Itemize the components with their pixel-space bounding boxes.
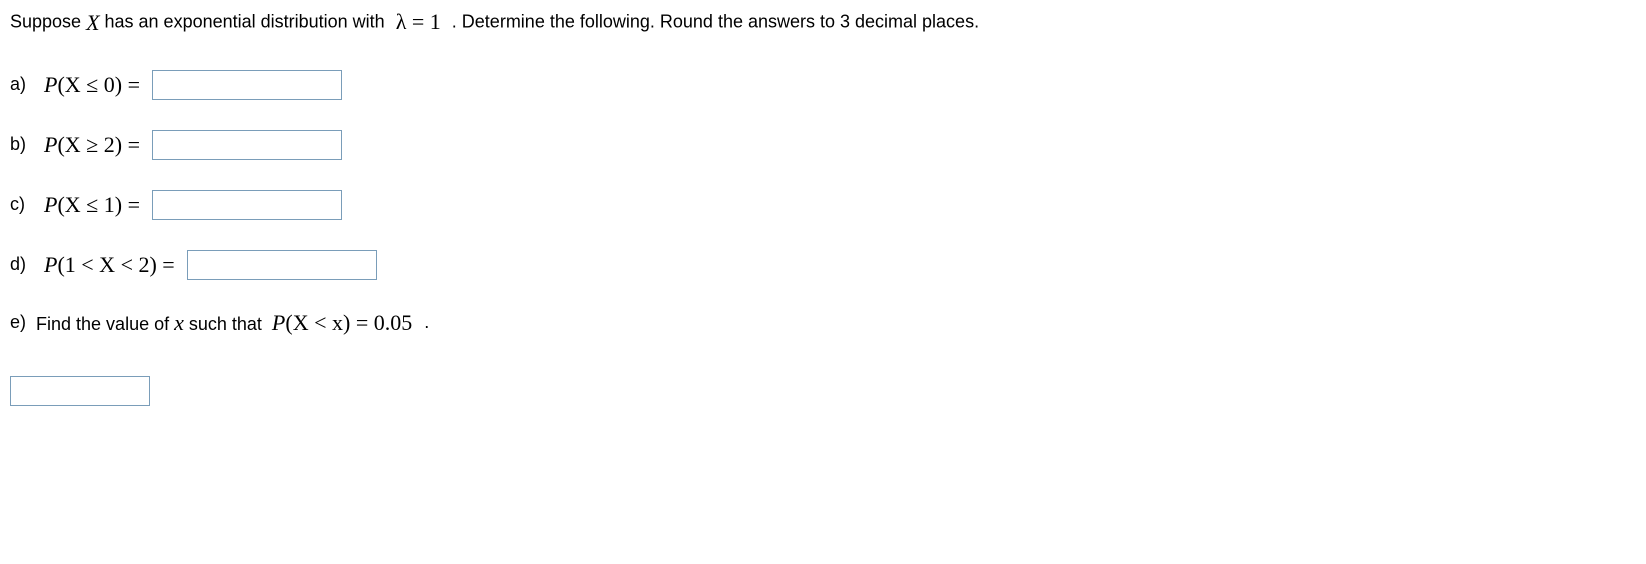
part-c-row: c) P(X ≤ 1) = (10, 190, 1636, 220)
part-a-func: P (44, 72, 57, 97)
part-e-func: P (272, 310, 285, 335)
part-c-func: P (44, 192, 57, 217)
part-c-input[interactable] (152, 190, 342, 220)
part-a-row: a) P(X ≤ 0) = (10, 70, 1636, 100)
part-c-label: c) (10, 194, 34, 215)
part-d-body: (1 < X < 2) = (57, 252, 174, 277)
part-e-text-pre: Find the value of (36, 314, 174, 334)
part-e-input[interactable] (10, 376, 150, 406)
intro-prefix: Suppose (10, 11, 86, 31)
intro-suffix: . Determine the following. Round the ans… (452, 11, 979, 31)
part-d-label: d) (10, 254, 34, 275)
part-a-expression: P(X ≤ 0) = (44, 72, 140, 98)
part-e-period: . (424, 312, 429, 333)
part-d-func: P (44, 252, 57, 277)
part-a-label: a) (10, 74, 34, 95)
part-e-body: (X < x) = 0.05 (285, 310, 412, 335)
part-e-text-mid: such that (184, 314, 262, 334)
part-e-expression: P(X < x) = 0.05 (272, 310, 412, 336)
intro-mid: has an exponential distribution with (100, 11, 390, 31)
part-e-text: Find the value of x such that (36, 310, 262, 336)
part-e-text-var: x (174, 310, 184, 335)
part-c-body: (X ≤ 1) = (57, 192, 140, 217)
part-d-row: d) P(1 < X < 2) = (10, 250, 1636, 280)
part-d-input[interactable] (187, 250, 377, 280)
part-b-input[interactable] (152, 130, 342, 160)
part-d-expression: P(1 < X < 2) = (44, 252, 175, 278)
part-e-label: e) (10, 312, 26, 333)
part-b-row: b) P(X ≥ 2) = (10, 130, 1636, 160)
part-a-body: (X ≤ 0) = (57, 72, 140, 97)
intro-var: X (86, 10, 99, 35)
part-e-row: e) Find the value of x such that P(X < x… (10, 310, 1636, 336)
part-b-func: P (44, 132, 57, 157)
part-b-expression: P(X ≥ 2) = (44, 132, 140, 158)
part-e-input-row (10, 376, 1636, 406)
part-b-label: b) (10, 134, 34, 155)
part-c-expression: P(X ≤ 1) = (44, 192, 140, 218)
problem-intro: Suppose X has an exponential distributio… (10, 8, 1636, 36)
part-a-input[interactable] (152, 70, 342, 100)
part-b-body: (X ≥ 2) = (57, 132, 140, 157)
lambda-expression: λ = 1 (396, 9, 441, 34)
